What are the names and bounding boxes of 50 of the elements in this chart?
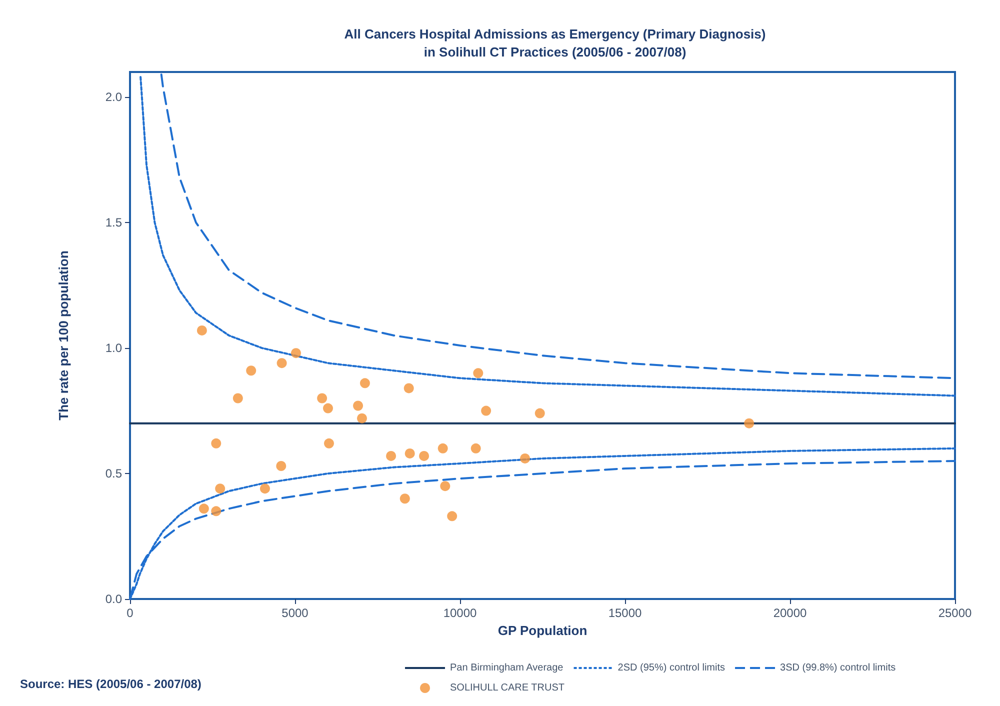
y-tick-label: 2.0 (105, 90, 122, 104)
chart-title: All Cancers Hospital Admissions as Emergency (Primary Diagnosis) in Solihull CT Practices (2005/06 - 2007/08) (344, 26, 766, 60)
y-tick-label: 1.0 (105, 341, 122, 356)
point (404, 448, 415, 458)
point (196, 325, 207, 336)
point (419, 450, 430, 461)
point (440, 481, 450, 492)
point (211, 506, 222, 516)
point (291, 348, 301, 358)
point (232, 393, 243, 404)
x-tick-label: 10000 (443, 606, 478, 620)
legend-label: Pan Birmingham Average (450, 662, 564, 674)
x-tick-label: 15000 (608, 606, 642, 620)
point (438, 443, 448, 454)
x-tick-label: 0 (126, 606, 134, 620)
x-tick-label: 25000 (938, 606, 972, 620)
point (520, 453, 530, 464)
point (447, 511, 458, 522)
point (260, 484, 270, 494)
point (324, 438, 334, 448)
point (357, 413, 367, 424)
y-tick-label: 0.5 (105, 466, 122, 481)
point (353, 400, 364, 411)
point (400, 494, 410, 504)
source-note: Source: HES (2005/06 - 2007/08) (20, 677, 202, 691)
point (276, 461, 286, 471)
y-tick-label: 1.5 (105, 216, 122, 230)
point (246, 366, 256, 376)
point (198, 504, 209, 514)
point (215, 484, 226, 494)
point (404, 383, 414, 394)
x-axis-title: GP Population (498, 622, 588, 638)
point (323, 403, 333, 414)
legend-label: 3SD (99.8%) control limits (780, 662, 896, 674)
point (317, 393, 328, 404)
y-axis-title: The rate per 100 population (56, 250, 71, 420)
point (386, 450, 396, 461)
point (360, 378, 370, 388)
legend-label: SOLIHULL CARE TRUST (450, 682, 564, 694)
point (276, 358, 287, 368)
point (473, 368, 484, 378)
point (534, 408, 545, 418)
x-tick-label: 5000 (282, 606, 309, 620)
legend-label: 2SD (95%) control limits (618, 662, 726, 674)
y-tick-label: 0.0 (105, 592, 122, 606)
x-tick-label: 20000 (773, 606, 808, 620)
point (470, 443, 481, 454)
point (481, 406, 492, 416)
point (744, 418, 754, 428)
point (211, 438, 222, 448)
